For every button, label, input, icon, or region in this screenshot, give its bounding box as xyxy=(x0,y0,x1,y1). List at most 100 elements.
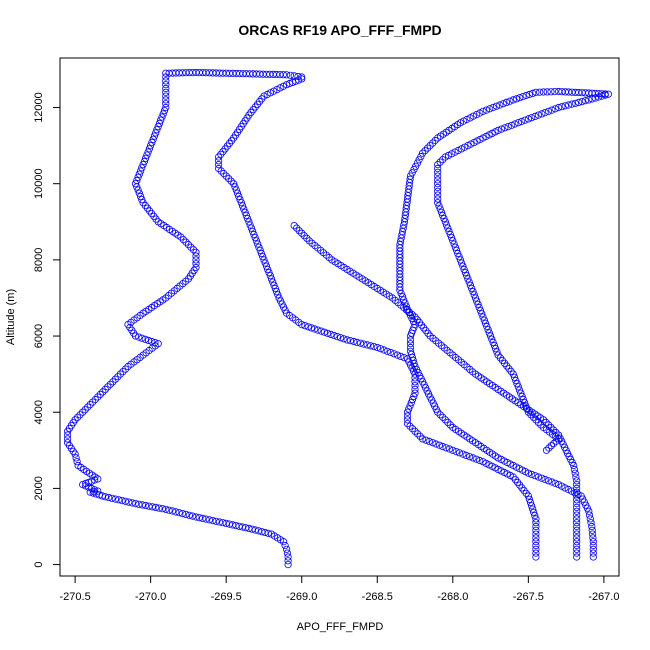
data-point xyxy=(456,256,464,264)
data-point xyxy=(517,389,525,397)
data-point xyxy=(111,375,120,383)
data-point xyxy=(301,322,309,330)
data-point xyxy=(541,475,549,484)
data-point xyxy=(159,110,167,118)
data-point xyxy=(525,495,534,503)
data-point xyxy=(225,520,233,528)
data-point xyxy=(434,187,442,195)
data-point xyxy=(154,340,162,348)
data-point xyxy=(162,103,170,112)
data-point xyxy=(432,440,440,448)
data-point xyxy=(406,422,414,430)
data-point xyxy=(418,435,427,443)
data-point xyxy=(406,175,414,183)
data-point xyxy=(531,511,539,520)
data-point xyxy=(573,526,581,534)
data-point xyxy=(452,447,460,456)
data-point xyxy=(143,151,151,159)
data-point xyxy=(472,455,480,463)
data-point xyxy=(483,322,491,331)
data-point xyxy=(482,106,490,114)
data-point xyxy=(509,96,517,104)
data-point xyxy=(298,320,306,329)
data-point xyxy=(502,98,511,107)
data-point xyxy=(436,205,444,213)
data-point xyxy=(232,521,240,530)
data-point xyxy=(230,180,238,188)
data-point xyxy=(235,192,243,200)
data-point xyxy=(403,419,412,428)
data-point xyxy=(135,333,143,341)
data-point xyxy=(133,176,141,185)
data-point xyxy=(185,511,193,519)
data-point xyxy=(547,423,555,432)
data-point xyxy=(589,553,597,561)
data-point xyxy=(551,479,559,487)
data-point xyxy=(445,227,453,235)
data-point xyxy=(589,538,597,546)
data-point xyxy=(573,499,581,508)
data-point xyxy=(393,351,401,359)
data-point xyxy=(527,502,536,510)
data-point xyxy=(422,436,430,444)
data-point xyxy=(441,218,449,226)
data-point xyxy=(165,506,173,514)
data-point xyxy=(279,71,287,79)
data-point xyxy=(148,337,156,346)
data-point xyxy=(457,259,466,267)
data-point xyxy=(410,392,418,400)
data-point xyxy=(246,221,254,229)
data-point xyxy=(71,416,79,424)
data-point xyxy=(573,549,581,557)
data-point xyxy=(114,373,122,381)
data-point xyxy=(336,334,345,342)
data-point xyxy=(465,453,474,461)
data-point xyxy=(192,252,200,260)
data-point xyxy=(469,287,477,296)
data-point xyxy=(346,337,354,345)
data-point xyxy=(406,336,415,344)
data-point xyxy=(260,256,268,264)
data-point xyxy=(162,92,170,100)
data-point xyxy=(509,370,517,378)
data-point xyxy=(466,281,474,289)
data-point xyxy=(397,352,405,360)
data-point xyxy=(272,287,281,296)
data-point xyxy=(437,208,446,216)
data-point xyxy=(573,534,581,542)
data-point xyxy=(454,249,462,258)
data-point xyxy=(543,88,551,96)
data-point xyxy=(187,243,195,251)
data-point xyxy=(573,519,581,527)
data-point xyxy=(178,69,187,77)
data-point xyxy=(588,95,596,103)
data-point xyxy=(474,300,482,308)
data-point xyxy=(434,180,442,188)
data-point xyxy=(461,268,469,277)
data-point xyxy=(425,437,433,445)
data-point xyxy=(205,516,213,524)
data-point xyxy=(383,347,391,355)
data-point xyxy=(178,509,187,518)
data-point xyxy=(514,119,522,127)
data-point xyxy=(564,101,573,109)
data-point xyxy=(554,103,563,112)
data-point xyxy=(323,329,332,337)
data-point xyxy=(104,383,112,391)
data-point xyxy=(532,545,540,553)
data-point xyxy=(571,99,580,107)
data-point xyxy=(209,516,217,525)
data-point xyxy=(455,253,463,261)
data-point xyxy=(99,388,107,396)
data-point xyxy=(469,454,477,462)
data-point xyxy=(175,509,183,517)
data-point xyxy=(528,114,536,122)
data-point xyxy=(317,327,325,335)
data-point xyxy=(119,367,127,376)
data-point xyxy=(471,294,480,302)
data-point xyxy=(406,347,415,355)
data-point xyxy=(76,411,84,419)
data-point xyxy=(89,489,97,497)
data-point xyxy=(589,534,597,542)
data-point xyxy=(446,230,454,239)
